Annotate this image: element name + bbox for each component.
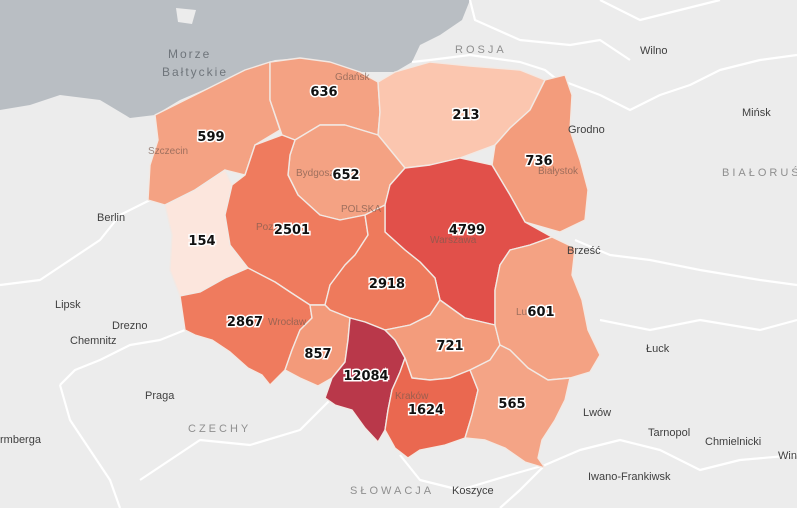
place-label: Lwów (583, 407, 611, 419)
place-label: Berlin (97, 212, 125, 224)
place-label: Drezno (112, 320, 147, 332)
region-malopolskie[interactable] (384, 357, 479, 459)
place-label: Iwano-Frankiwsk (588, 471, 671, 483)
region-podlaskie[interactable] (491, 74, 589, 233)
value-label-dolnoslaskie: 2867 (227, 315, 263, 330)
faint-place-label: Bydgoszcz (296, 168, 344, 179)
place-label: Brześć (567, 245, 601, 257)
border-line (399, 454, 546, 492)
faint-place-label: Gdańsk (335, 72, 370, 83)
faint-place-label: Poznań (256, 222, 290, 233)
border-line (574, 238, 797, 287)
place-label: Mińsk (742, 107, 771, 119)
value-label-zachodniopomorskie: 599 (197, 130, 224, 145)
border-line (58, 384, 122, 508)
place-label: Łuck (646, 343, 670, 355)
border-line (599, 0, 721, 22)
value-label-malopolskie: 1624 (408, 403, 444, 418)
border-line (411, 53, 556, 79)
faint-place-label: Lublin (516, 307, 543, 318)
place-label: Koszyce (452, 485, 494, 497)
value-label-warminsko-mazurskie: 213 (452, 108, 479, 123)
place-label: Grodno (568, 124, 605, 136)
border-line (499, 464, 546, 508)
value-label-pomorskie: 636 (310, 85, 337, 100)
place-label: rmberga (0, 434, 42, 446)
faint-place-label: Białystok (538, 166, 579, 177)
regions-layer (147, 57, 601, 469)
border-line (139, 399, 331, 481)
value-label-slaskie: 12084 (343, 369, 388, 384)
place-label: Chmielnicki (705, 436, 761, 448)
faint-place-label: Kraków (395, 391, 429, 402)
border-line (468, 0, 631, 61)
value-label-mazowieckie: 4799 (449, 223, 485, 238)
border-line (544, 438, 797, 472)
place-label: Wilno (640, 45, 668, 57)
island (176, 8, 196, 24)
value-labels: 599 636 213 736 154 652 2501 4799 2918 2… (187, 84, 556, 420)
place-label: Praga (145, 390, 175, 402)
sea-label: Bałtyckie (162, 65, 228, 79)
border-line (554, 53, 797, 112)
country-label: ROSJA (455, 44, 507, 56)
value-label-lubuskie: 154 (188, 234, 215, 249)
value-label-wielkopolskie: 2501 (274, 223, 310, 238)
faint-place-label: Szczecin (148, 146, 188, 157)
country-label: CZECHY (188, 423, 251, 435)
value-label-swietokrzyskie: 721 (436, 339, 463, 354)
value-label-podlaskie: 736 (525, 154, 552, 169)
place-label: Win (778, 450, 797, 462)
faint-place-label: Warszawa (430, 235, 477, 246)
place-label: Chemnitz (70, 335, 116, 347)
value-label-podkarpackie: 565 (498, 397, 525, 412)
sea-label: Morze (168, 47, 211, 61)
place-label: Lipsk (55, 299, 81, 311)
region-opolskie[interactable] (284, 304, 351, 387)
country-label: BIAŁORUŚ (722, 166, 797, 179)
baltic-sea (0, 0, 470, 118)
value-label-opolskie: 857 (304, 347, 331, 362)
region-podkarpackie[interactable] (464, 344, 571, 469)
place-label: Tarnopol (648, 427, 690, 439)
country-label: SŁOWACJA (350, 485, 434, 497)
faint-place-label: POLSKA (341, 204, 381, 215)
border-line (599, 318, 797, 332)
border-line (0, 199, 151, 287)
value-label-lubelskie: 601 (527, 305, 554, 320)
value-label-kujawsko-pomorskie: 652 (332, 168, 359, 183)
value-label-lodzkie: 2918 (369, 277, 405, 292)
faint-place-label: Wrocław (268, 317, 307, 328)
border-line (59, 328, 186, 386)
